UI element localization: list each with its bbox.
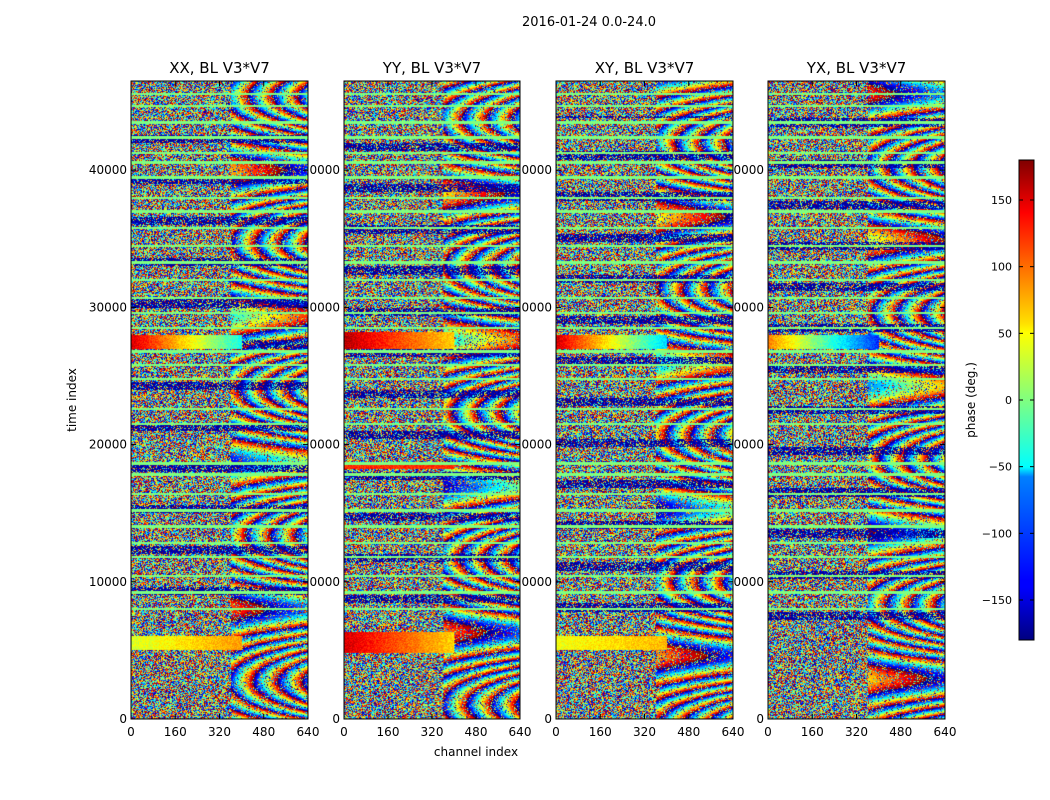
- colorbar-tick-label: −150: [982, 594, 1012, 607]
- figure-suptitle: 2016-01-24 0.0-24.0: [522, 15, 656, 30]
- y-tick-label: 20000: [89, 438, 127, 452]
- x-tick-label: 320: [633, 725, 656, 739]
- y-tick-label: 0000: [309, 300, 340, 314]
- colorbar-tick-label: 100: [991, 261, 1012, 274]
- y-tick-label: 0: [544, 712, 552, 726]
- x-tick-label: 480: [252, 725, 275, 739]
- y-tick-label: 0000: [733, 438, 764, 452]
- panel-xx: XX, BL V3*V7 0 160 320 480 640 0 10000 20000 30…: [89, 59, 320, 739]
- y-tick-label: 0000: [733, 575, 764, 589]
- colorbar-tick-label: 50: [998, 327, 1012, 340]
- x-tick-label: 320: [208, 725, 231, 739]
- x-tick-label: 160: [164, 725, 187, 739]
- panel-yx-title: YX, BL V3*V7: [806, 59, 907, 77]
- y-tick-label: 0000: [309, 438, 340, 452]
- panel-xx-xticks: 0 160 320 480 640: [127, 81, 319, 739]
- y-tick-label: 0000: [733, 300, 764, 314]
- x-tick-label: 480: [677, 725, 700, 739]
- y-axis-label: time index: [65, 368, 79, 432]
- y-tick-label: 0000: [521, 575, 552, 589]
- y-tick-label: 0000: [309, 163, 340, 177]
- x-axis-label: channel index: [434, 745, 518, 759]
- x-tick-label: 320: [421, 725, 444, 739]
- panel-xx-heatmap: [131, 81, 308, 719]
- x-tick-label: 0: [127, 725, 135, 739]
- panel-xy-heatmap: [556, 81, 733, 719]
- x-tick-label: 640: [934, 725, 957, 739]
- y-tick-label: 0000: [521, 163, 552, 177]
- y-tick-label: 30000: [89, 300, 127, 314]
- x-tick-label: 0: [764, 725, 772, 739]
- x-tick-label: 160: [801, 725, 824, 739]
- x-tick-label: 480: [465, 725, 488, 739]
- colorbar-tick-label: 0: [1005, 394, 1012, 407]
- x-tick-label: 320: [845, 725, 868, 739]
- x-tick-label: 480: [889, 725, 912, 739]
- panel-yx-heatmap: [768, 81, 945, 719]
- y-tick-label: 0: [332, 712, 340, 726]
- y-tick-label: 0000: [521, 300, 552, 314]
- x-tick-label: 0: [552, 725, 560, 739]
- y-tick-label: 10000: [89, 575, 127, 589]
- y-tick-label: 0000: [309, 575, 340, 589]
- x-tick-label: 160: [589, 725, 612, 739]
- panel-xy-title: XY, BL V3*V7: [595, 59, 695, 77]
- x-tick-label: 640: [297, 725, 320, 739]
- y-tick-label: 0000: [521, 438, 552, 452]
- panel-xy-xticks: 0 160 320 480 640: [552, 81, 744, 739]
- x-tick-label: 0: [340, 725, 348, 739]
- panel-yy-heatmap: [344, 81, 520, 719]
- panel-yy-title: YY, BL V3*V7: [382, 59, 481, 77]
- colorbar-label: phase (deg.): [964, 362, 978, 438]
- panel-yy-xticks: 0 160 320 480 640: [340, 81, 531, 739]
- panel-yy: YY, BL V3*V7 0 160 320 480 640 0000000000000…: [309, 59, 531, 739]
- y-tick-label: 40000: [89, 163, 127, 177]
- x-tick-label: 640: [722, 725, 745, 739]
- colorbar: 150 100 50 0 −50 −100 −150 phase (deg.): [964, 159, 1035, 641]
- x-tick-label: 160: [377, 725, 400, 739]
- panel-yx: YX, BL V3*V7 0 160 320 480 640 0000000000000…: [733, 59, 956, 739]
- colorbar-tick-label: −50: [989, 461, 1012, 474]
- colorbar-ticks: 150 100 50 0 −50 −100 −150: [982, 194, 1034, 607]
- y-tick-label: 0000: [733, 163, 764, 177]
- y-tick-label: 0: [119, 712, 127, 726]
- panel-xx-yticks: 0 10000 20000 30000 40000: [89, 163, 308, 726]
- y-tick-label: 0: [756, 712, 764, 726]
- panel-xx-title: XX, BL V3*V7: [169, 59, 270, 77]
- panel-yx-xticks: 0 160 320 480 640: [764, 81, 956, 739]
- panel-xy: XY, BL V3*V7 0 160 320 480 640 0000000000000…: [521, 59, 744, 739]
- colorbar-tick-label: −100: [982, 527, 1012, 540]
- colorbar-tick-label: 150: [991, 194, 1012, 207]
- x-tick-label: 640: [509, 725, 532, 739]
